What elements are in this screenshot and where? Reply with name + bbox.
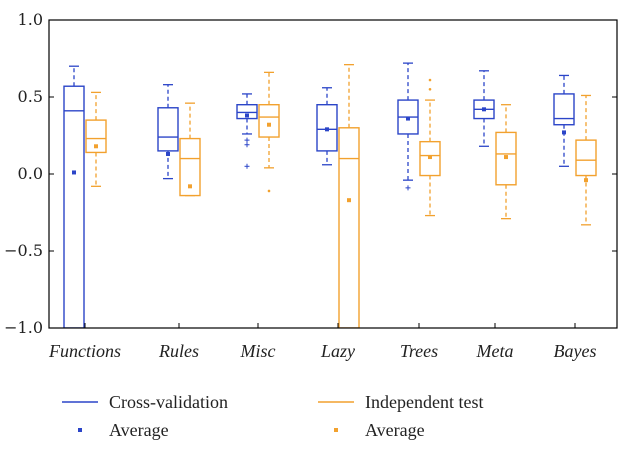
y-tick-label: −1.0 xyxy=(4,318,43,337)
legend-dot xyxy=(334,428,338,432)
legend-entry: Independent test xyxy=(318,392,483,412)
y-tick-label: 0.5 xyxy=(18,87,43,106)
box-iqr xyxy=(63,85,85,328)
legend-label: Independent test xyxy=(365,392,483,412)
box-lazy-test xyxy=(338,64,360,328)
plot-frame xyxy=(48,19,618,329)
legend-label: Average xyxy=(109,420,169,440)
box-mean xyxy=(72,170,76,175)
x-tick-label: Rules xyxy=(158,341,199,361)
box-mean xyxy=(347,198,351,203)
x-axis: Functions Rules Misc Lazy Trees Meta Bayes xyxy=(48,323,596,361)
outlier-mark xyxy=(428,78,432,82)
outlier-mark xyxy=(428,88,432,91)
x-tick-label: Meta xyxy=(476,341,514,361)
box-mean xyxy=(584,178,588,183)
legend-label: Cross-validation xyxy=(109,392,228,412)
legend-entry: Cross-validation xyxy=(62,392,228,412)
box-series xyxy=(63,62,597,328)
box-iqr xyxy=(258,103,280,138)
legend-entry: Average xyxy=(78,420,169,440)
y-tick-label: 0.0 xyxy=(18,164,43,183)
box-iqr xyxy=(575,139,597,177)
box-mean xyxy=(482,107,486,112)
box-rules-test xyxy=(179,102,201,197)
legend-label: Average xyxy=(365,420,425,440)
x-tick-label: Functions xyxy=(48,341,121,361)
box-iqr xyxy=(85,119,107,154)
box-meta-test xyxy=(495,104,517,220)
y-tick-label: −0.5 xyxy=(4,241,43,260)
box-functions-test xyxy=(85,91,107,187)
y-axis: −1.0 −0.5 0.0 0.5 1.0 xyxy=(4,10,617,337)
box-trees-cv xyxy=(397,62,419,191)
box-functions-cv xyxy=(63,65,85,328)
legend-dot xyxy=(78,428,82,432)
x-tick-label: Misc xyxy=(240,341,276,361)
box-misc-test xyxy=(258,71,280,193)
box-mean xyxy=(562,130,566,135)
x-tick-label: Lazy xyxy=(320,341,355,361)
box-mean xyxy=(94,144,98,149)
box-mean xyxy=(428,155,432,160)
box-mean xyxy=(166,151,170,156)
box-mean xyxy=(325,127,329,132)
box-iqr xyxy=(236,103,258,120)
outlier-mark xyxy=(267,189,271,193)
box-mean xyxy=(188,184,192,189)
box-lazy-cv xyxy=(316,87,338,166)
box-rules-cv xyxy=(157,84,179,180)
box-mean xyxy=(504,155,508,160)
legend-entry: Average xyxy=(334,420,425,440)
box-mean xyxy=(406,116,410,121)
box-misc-cv xyxy=(236,93,258,169)
legend: Cross-validation Independent test Average A… xyxy=(62,392,483,440)
x-tick-label: Trees xyxy=(400,341,438,361)
box-meta-cv xyxy=(473,70,495,147)
x-tick-label: Bayes xyxy=(554,341,597,361)
box-iqr xyxy=(157,107,179,152)
box-iqr xyxy=(179,137,201,197)
box-iqr xyxy=(553,93,575,126)
box-mean xyxy=(267,122,271,127)
box-iqr xyxy=(338,127,360,328)
box-bayes-cv xyxy=(553,74,575,167)
box-trees-test xyxy=(419,78,441,217)
box-mean xyxy=(245,113,249,118)
y-tick-label: 1.0 xyxy=(18,10,43,29)
box-bayes-test xyxy=(575,94,597,226)
